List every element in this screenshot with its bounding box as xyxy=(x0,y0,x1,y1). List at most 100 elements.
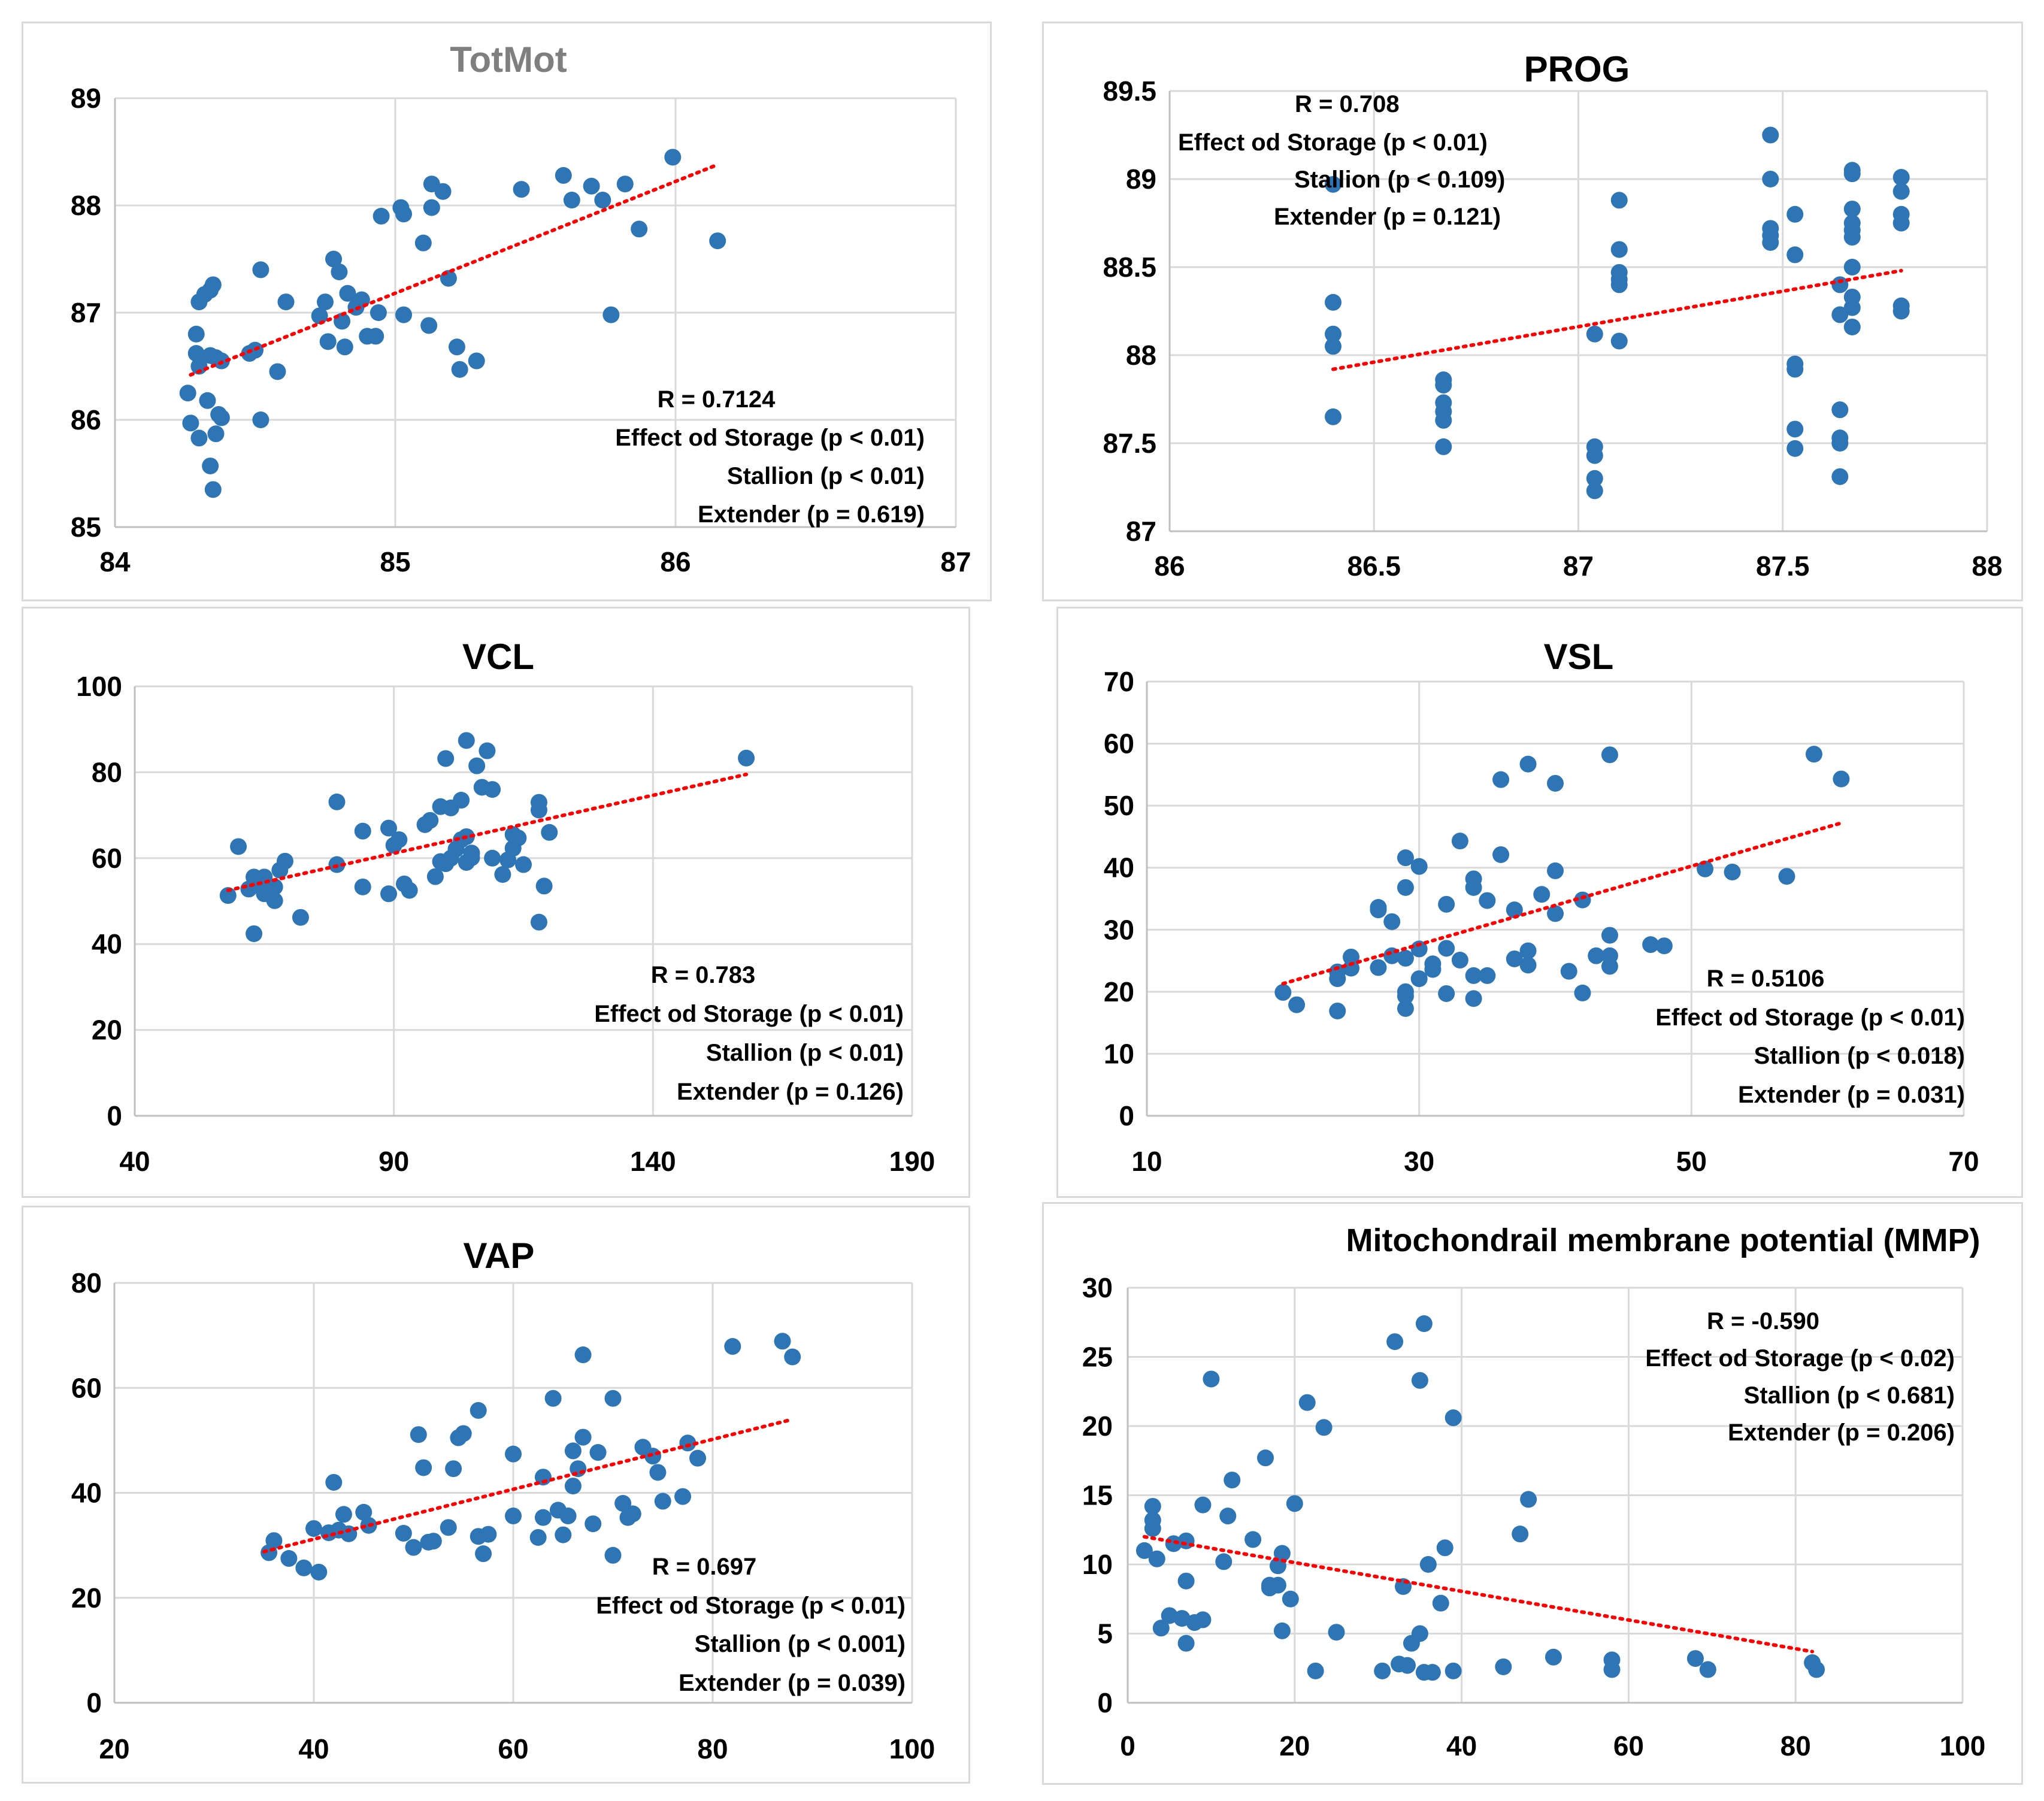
data-point xyxy=(1215,1553,1233,1570)
panel-vcl: 0 20 40 60 80 100 40 90 140 190 VCL R = 0.783 Effect… xyxy=(22,607,970,1198)
y-tick-label: 80 xyxy=(71,1267,102,1298)
x-tick-label: 20 xyxy=(99,1733,129,1764)
data-point xyxy=(1586,447,1603,464)
data-point xyxy=(310,1563,328,1581)
y-tick-label: 0 xyxy=(1097,1687,1113,1718)
x-tick-label: 86.5 xyxy=(1347,550,1401,582)
data-point xyxy=(1374,1662,1391,1679)
data-point xyxy=(414,234,432,252)
data-point xyxy=(589,1444,607,1461)
data-point xyxy=(265,1532,283,1549)
data-point xyxy=(1547,862,1564,879)
data-point xyxy=(1686,1650,1704,1667)
data-point xyxy=(559,1508,577,1525)
data-point xyxy=(1438,895,1455,913)
stat-line: Effect od Storage (p < 0.01) xyxy=(596,1593,906,1619)
data-point xyxy=(468,757,486,774)
x-tick-label: 100 xyxy=(889,1733,935,1764)
data-point xyxy=(1519,957,1537,974)
data-point xyxy=(774,1333,791,1350)
data-point xyxy=(1843,200,1861,217)
data-point xyxy=(1762,126,1779,144)
data-point xyxy=(204,481,222,498)
data-point xyxy=(574,1346,592,1364)
data-point xyxy=(1419,1556,1437,1573)
data-point xyxy=(1410,970,1428,988)
data-point xyxy=(1424,955,1442,973)
data-point xyxy=(1506,901,1523,919)
panel-totmot: 85 86 87 88 89 84 85 86 87 TotMot R = 0.7124 Effect… xyxy=(22,22,992,601)
chart-title: VAP xyxy=(464,1236,535,1276)
panel-vsl: 0 10 20 30 40 50 60 70 10 30 50 70 VSL R = 0.5106 Effe… xyxy=(1056,607,2023,1198)
data-point xyxy=(1778,868,1795,885)
x-tick-label: 80 xyxy=(697,1733,728,1764)
data-point xyxy=(1397,949,1414,967)
data-point xyxy=(564,1442,582,1460)
data-point xyxy=(1610,276,1628,293)
data-point xyxy=(1194,1611,1212,1629)
data-point xyxy=(305,1520,322,1537)
data-point xyxy=(1288,996,1306,1013)
data-point xyxy=(1601,746,1618,764)
stat-line: R = 0.697 xyxy=(652,1554,757,1580)
data-point xyxy=(1560,962,1577,980)
x-tick-label: 40 xyxy=(1446,1730,1477,1761)
stat-line: Effect od Storage (p < 0.01) xyxy=(1178,129,1488,156)
data-point xyxy=(410,1426,427,1443)
data-point xyxy=(1843,229,1861,246)
y-tick-label: 40 xyxy=(71,1478,102,1509)
data-point xyxy=(340,1525,358,1542)
data-point xyxy=(1547,905,1564,922)
stats-annotation: R = -0.590 Effect od Storage (p < 0.02) St… xyxy=(1645,1308,1955,1446)
data-points xyxy=(261,1333,801,1581)
data-point xyxy=(1445,1662,1462,1679)
data-point xyxy=(1492,771,1510,788)
data-point xyxy=(202,457,219,474)
data-point xyxy=(1329,970,1346,988)
stats-annotation: R = 0.783 Effect od Storage (p < 0.01) Sta… xyxy=(594,962,904,1105)
data-point xyxy=(1435,438,1452,455)
data-point xyxy=(494,866,511,883)
data-point xyxy=(1699,1661,1716,1678)
data-point xyxy=(1843,259,1861,276)
chart-vsl: 0 10 20 30 40 50 60 70 10 30 50 70 VSL R = 0.5106 Effe… xyxy=(1104,637,1979,1177)
data-point xyxy=(179,385,196,402)
data-point xyxy=(380,885,398,903)
data-point xyxy=(1343,948,1359,965)
x-tick-label: 90 xyxy=(378,1146,409,1177)
data-point xyxy=(328,793,346,810)
data-point xyxy=(1520,1491,1537,1508)
data-point xyxy=(1397,879,1414,896)
data-point xyxy=(1465,967,1482,984)
y-tick-label: 20 xyxy=(1082,1410,1113,1442)
y-tick-label: 87.5 xyxy=(1103,428,1156,459)
data-point xyxy=(468,352,485,370)
stat-line: Stallion (p < 0.001) xyxy=(695,1631,906,1657)
chart-title: Mitochondrail membrane potential (MMP) xyxy=(1346,1222,1980,1258)
gridlines xyxy=(1146,680,1965,1117)
data-point xyxy=(187,325,205,343)
data-point xyxy=(437,750,455,767)
data-point xyxy=(280,1550,298,1567)
data-point xyxy=(187,345,205,362)
stat-line: Stallion (p < 0.109) xyxy=(1294,167,1505,193)
y-tick-label: 0 xyxy=(1119,1100,1134,1131)
data-point xyxy=(1533,886,1551,903)
data-point xyxy=(1547,774,1564,792)
y-tick-label: 89.5 xyxy=(1103,75,1156,107)
data-point xyxy=(1438,940,1455,957)
data-point xyxy=(674,1488,692,1505)
data-point xyxy=(1328,1624,1345,1641)
stats-annotation: R = 0.708 Effect od Storage (p < 0.01) Sta… xyxy=(1178,91,1505,230)
x-tick-label: 10 xyxy=(1131,1146,1162,1177)
data-point xyxy=(246,925,263,942)
data-point xyxy=(1383,913,1401,930)
data-point xyxy=(1519,942,1537,959)
data-point xyxy=(266,878,283,895)
data-point xyxy=(555,167,572,184)
data-point xyxy=(1329,1002,1346,1019)
stat-line: Stallion (p < 0.018) xyxy=(1754,1043,1965,1069)
data-point xyxy=(1298,1394,1316,1411)
data-point xyxy=(380,819,398,837)
data-point xyxy=(1286,1495,1303,1512)
